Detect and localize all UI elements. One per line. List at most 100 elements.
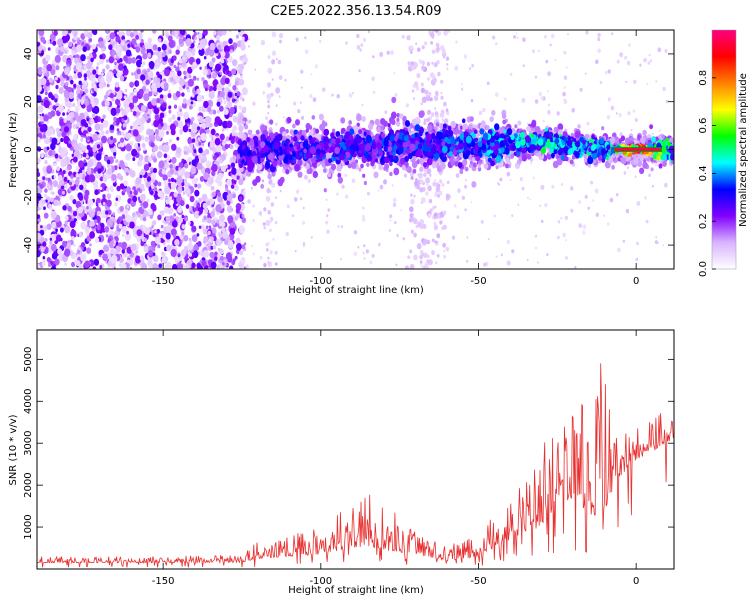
heatmap-cell: [101, 151, 105, 155]
heatmap-cell: [300, 86, 303, 89]
heatmap-cell: [148, 91, 153, 97]
heatmap-cell: [125, 153, 132, 161]
heatmap-cell: [292, 123, 296, 129]
heatmap-cell: [198, 106, 203, 112]
heatmap-cell: [219, 248, 224, 255]
heatmap-cell: [226, 178, 232, 187]
heatmap-cell: [55, 234, 62, 242]
heatmap-cell: [585, 30, 589, 35]
heatmap-cell: [223, 100, 227, 105]
heatmap-cell: [69, 181, 72, 186]
heatmap-cell: [323, 168, 327, 173]
heatmap-cell: [106, 59, 109, 63]
heatmap-cell: [46, 165, 52, 172]
heatmap-cell: [551, 184, 555, 189]
heatmap-cell: [111, 98, 115, 102]
heatmap-cell: [87, 32, 93, 39]
heatmap-cell: [504, 97, 507, 101]
heatmap-cell: [198, 197, 203, 203]
heatmap-cell: [563, 86, 566, 89]
heatmap-cell: [75, 62, 82, 71]
heatmap-cell: [163, 242, 166, 246]
heatmap-cell: [427, 213, 432, 219]
heatmap-cell: [218, 220, 223, 225]
heatmap-cell: [463, 54, 468, 59]
heatmap-cell: [77, 246, 81, 251]
heatmap-cell: [272, 238, 275, 241]
heatmap-cell: [112, 212, 116, 216]
heatmap-cell: [101, 47, 105, 52]
heatmap-cell: [142, 201, 149, 209]
heatmap-cell: [659, 129, 661, 132]
heatmap-cell: [53, 162, 57, 167]
heatmap-cell: [183, 145, 188, 152]
heatmap-cell: [322, 87, 326, 92]
heatmap-cell: [153, 107, 160, 115]
heatmap-cell: [427, 185, 432, 192]
heatmap-cell: [77, 249, 81, 254]
heatmap-cell: [275, 262, 278, 266]
heatmap-cell: [423, 172, 427, 178]
heatmap-cell: [210, 261, 217, 269]
heatmap-cell: [278, 95, 281, 98]
heatmap-cell: [142, 187, 146, 192]
heatmap-cell: [138, 154, 144, 162]
heatmap-cell: [275, 57, 278, 61]
heatmap-cell: [123, 126, 127, 130]
heatmap-cell: [198, 212, 201, 216]
heatmap-cell: [96, 66, 99, 70]
heatmap-cell: [538, 49, 540, 53]
heatmap-cell: [248, 37, 250, 41]
heatmap-cell: [155, 81, 161, 89]
heatmap-cell: [607, 97, 611, 102]
heatmap-cell: [391, 111, 397, 119]
heatmap-cell: [120, 263, 127, 269]
heatmap-cell: [181, 158, 185, 163]
heatmap-cell: [516, 36, 519, 39]
heatmap-cell: [114, 81, 120, 88]
heatmap-cell: [72, 103, 76, 107]
heatmap-cell: [178, 38, 184, 45]
heatmap-cell: [259, 255, 263, 260]
heatmap-cell: [73, 134, 78, 141]
heatmap-cell: [147, 52, 152, 58]
heatmap-cell: [40, 36, 46, 43]
heatmap-cell: [300, 197, 303, 201]
heatmap-cell: [207, 230, 211, 236]
heatmap-cell: [187, 88, 191, 93]
heatmap-cell: [148, 263, 153, 269]
heatmap-cell: [617, 156, 621, 162]
heatmap-cell: [84, 77, 87, 81]
heatmap-cell: [50, 110, 56, 117]
heatmap-cell: [597, 48, 601, 54]
heatmap-cell: [218, 105, 224, 112]
heatmap-cell: [227, 240, 234, 249]
heatmap-cell: [539, 204, 542, 207]
heatmap-cell: [188, 252, 192, 257]
heatmap-cell: [275, 122, 278, 126]
heatmap-cell: [236, 243, 242, 251]
heatmap-cell: [64, 220, 68, 225]
heatmap-cell: [218, 233, 223, 238]
heatmap-cell: [435, 42, 440, 48]
heatmap-cell: [52, 191, 55, 195]
heatmap-cell: [40, 152, 45, 159]
heatmap-cell: [129, 170, 136, 178]
heatmap-cell: [426, 168, 431, 175]
heatmap-cell: [177, 253, 181, 258]
heatmap-cell: [341, 184, 345, 189]
heatmap-cell: [383, 179, 387, 185]
heatmap-cell: [58, 104, 64, 113]
heatmap-cell: [584, 72, 587, 76]
heatmap-cell: [188, 128, 191, 133]
heatmap-cell: [300, 101, 302, 104]
heatmap-cell: [567, 33, 569, 36]
heatmap-cell: [238, 78, 245, 86]
heatmap-cell: [563, 75, 568, 80]
heatmap-cell: [157, 46, 162, 52]
heatmap-cell: [168, 39, 175, 49]
heatmap-cell: [63, 118, 67, 123]
heatmap-cell: [140, 63, 144, 68]
heatmap-cell: [190, 101, 194, 105]
heatmap-cell: [179, 200, 185, 207]
